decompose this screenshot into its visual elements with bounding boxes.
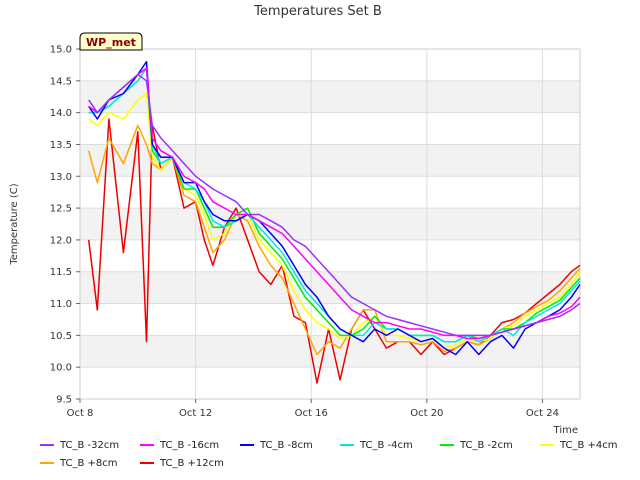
legend-label: TC_B -4cm	[360, 439, 413, 451]
y-tick-label: 13.5	[50, 140, 72, 151]
series-line-tc-b-8cm	[88, 60, 581, 356]
series-line-tc-b-32cm	[88, 73, 581, 337]
chart-title: Temperatures Set B	[253, 4, 382, 19]
legend-row: TC_B -32cm TC_B -16cm TC_B -8cm TC_B -4cm TC…	[40, 436, 640, 454]
legend-swatch	[540, 444, 554, 446]
legend-swatch	[40, 444, 54, 446]
legend-label: TC_B -2cm	[460, 439, 513, 451]
background-band	[80, 144, 580, 177]
axis-ticks: 9.5 10.0 10.5 11.0 11.5 12.0 12.5 13.0 13.5 14.0 1…	[50, 45, 559, 420]
legend-swatch	[240, 444, 254, 446]
annotation-badge: WP_met	[79, 32, 143, 51]
x-tick-label: Oct 16	[295, 408, 328, 419]
legend-label: TC_B -8cm	[260, 439, 313, 451]
background-band	[80, 271, 580, 304]
legend-swatch	[40, 462, 54, 464]
legend-item: TC_B -16cm	[140, 440, 240, 451]
y-tick-label: 12.0	[50, 235, 72, 246]
legend-item: TC_B +4cm	[540, 440, 640, 451]
background-band	[80, 80, 580, 113]
legend-swatch	[340, 444, 354, 446]
y-tick-label: 13.0	[50, 172, 72, 183]
annotation-text: WP_met	[86, 36, 136, 49]
x-tick-label: Oct 12	[179, 408, 212, 419]
y-tick-label: 14.0	[50, 108, 72, 119]
background-band	[80, 208, 580, 240]
y-tick-label: 14.5	[50, 76, 72, 87]
y-tick-label: 10.0	[50, 363, 72, 374]
legend-item: TC_B -4cm	[340, 440, 440, 451]
legend-label: TC_B +8cm	[60, 457, 118, 469]
series-lines	[87, 60, 581, 384]
x-tick-label: Oct 20	[410, 408, 443, 419]
legend: TC_B -32cm TC_B -16cm TC_B -8cm TC_B -4cm TC…	[40, 436, 640, 472]
x-tick-label: Oct 8	[67, 408, 94, 419]
legend-item: TC_B -2cm	[440, 440, 540, 451]
legend-label: TC_B -32cm	[60, 439, 120, 451]
legend-label: TC_B +4cm	[560, 439, 618, 451]
y-tick-label: 15.0	[50, 45, 72, 56]
x-axis-label: Time	[553, 425, 578, 436]
legend-label: TC_B +12cm	[160, 457, 224, 469]
y-tick-label: 11.0	[50, 299, 72, 310]
legend-row: TC_B +8cm TC_B +12cm	[40, 454, 640, 472]
legend-item: TC_B +8cm	[40, 458, 140, 469]
legend-swatch	[140, 462, 154, 464]
legend-item: TC_B +12cm	[140, 458, 240, 469]
y-tick-label: 11.5	[50, 267, 72, 278]
plot-frame	[79, 48, 581, 400]
legend-item: TC_B -8cm	[240, 440, 340, 451]
background-band	[80, 335, 580, 368]
x-tick-label: Oct 24	[526, 408, 559, 419]
legend-item: TC_B -32cm	[40, 440, 140, 451]
y-tick-label: 12.5	[50, 204, 72, 215]
y-tick-label: 10.5	[50, 331, 72, 342]
y-tick-label: 9.5	[56, 395, 72, 406]
series-line-tc-b-4cm	[88, 92, 581, 349]
legend-label: TC_B -16cm	[160, 439, 220, 451]
plot-background-bands	[80, 80, 580, 368]
legend-swatch	[140, 444, 154, 446]
legend-swatch	[440, 444, 454, 446]
y-axis-label: Temperature (C)	[9, 183, 20, 265]
